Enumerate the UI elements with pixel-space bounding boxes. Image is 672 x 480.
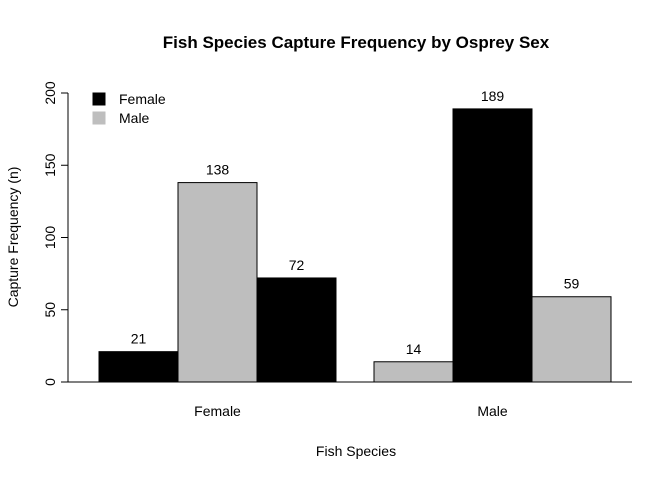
y-axis: 0 50 100 150 200 [42, 81, 69, 386]
x-axis: Female Male [68, 381, 632, 419]
x-axis-label: Fish Species [316, 443, 396, 459]
bar-value-label: 72 [289, 257, 305, 273]
bar-value-label: 189 [481, 88, 505, 104]
bar [531, 296, 612, 383]
data-labels: 21 138 72 14 189 59 [131, 88, 580, 357]
bar-value-label: 138 [206, 162, 230, 178]
legend-label: Male [119, 110, 150, 126]
bar-value-label: 59 [564, 276, 580, 292]
legend: Female Male [92, 91, 166, 126]
legend-swatch [92, 111, 106, 125]
legend-label: Female [119, 91, 166, 107]
bar [177, 182, 258, 383]
chart-title: Fish Species Capture Frequency by Osprey… [163, 33, 550, 52]
bar-value-label: 14 [406, 341, 422, 357]
bar [98, 351, 179, 383]
x-category-label: Female [194, 403, 241, 419]
legend-swatch [92, 92, 106, 106]
x-category-label: Male [477, 403, 508, 419]
bar [256, 277, 337, 383]
y-tick-label: 100 [42, 226, 58, 250]
y-tick-label: 0 [42, 378, 58, 386]
bar [373, 361, 454, 383]
y-tick-label: 150 [42, 153, 58, 177]
bars [98, 108, 612, 383]
bar-value-label: 21 [131, 331, 147, 347]
y-axis-label: Capture Frequency (n) [5, 167, 21, 308]
bar [452, 108, 533, 383]
y-tick-label: 200 [42, 81, 58, 105]
y-tick-label: 50 [42, 302, 58, 318]
